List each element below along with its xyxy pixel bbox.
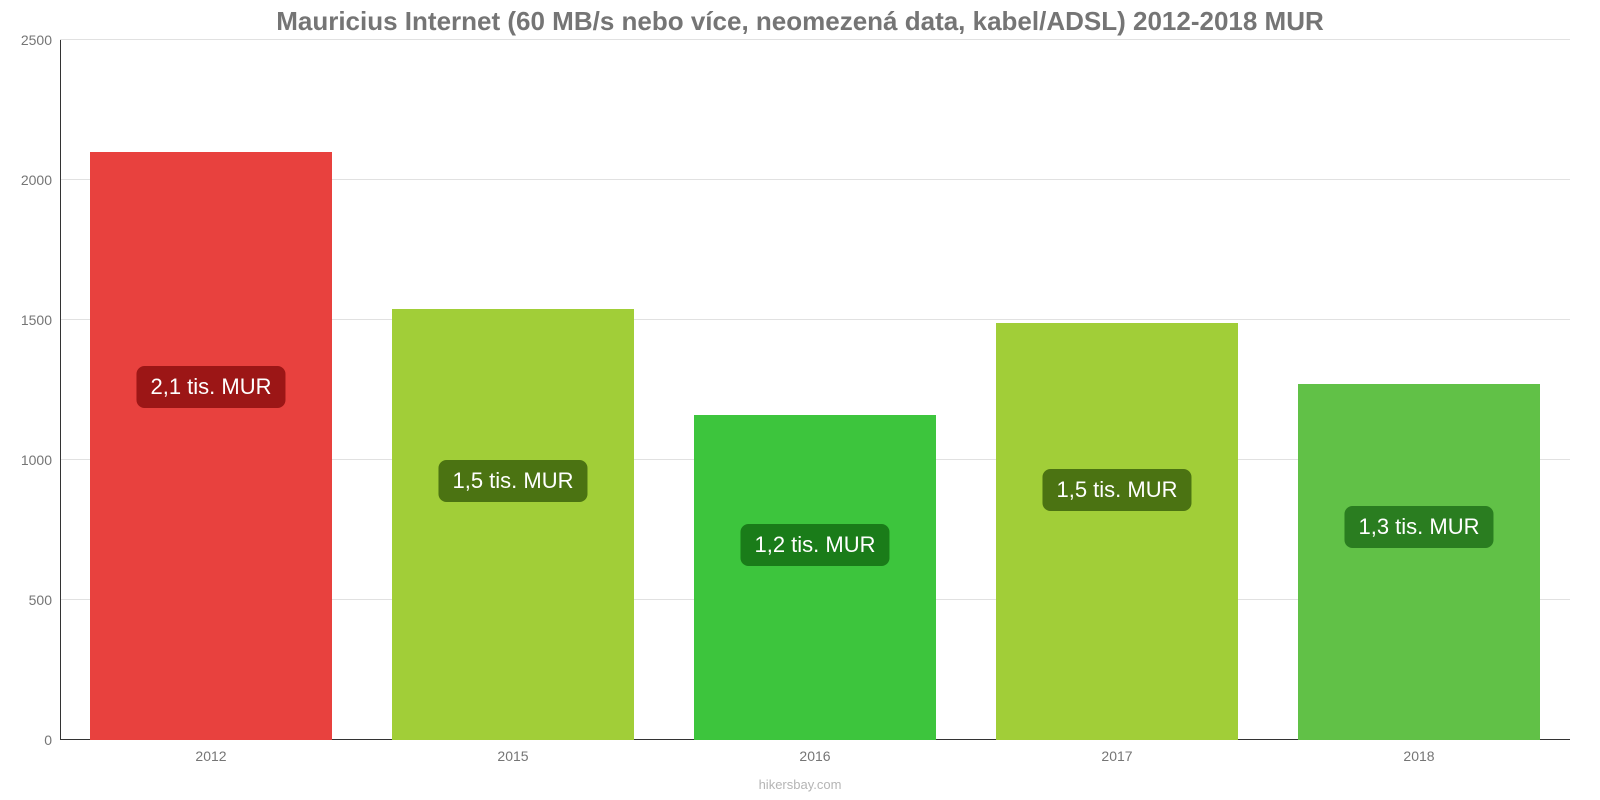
plot-area: 05001000150020002500 2012201520162017201… bbox=[60, 40, 1570, 740]
x-tick-label: 2017 bbox=[1101, 748, 1132, 764]
chart-title: Mauricius Internet (60 MB/s nebo více, n… bbox=[0, 6, 1600, 37]
data-label: 2,1 tis. MUR bbox=[136, 366, 285, 408]
bar bbox=[1298, 384, 1540, 740]
bar bbox=[392, 309, 634, 740]
y-tick-label: 2000 bbox=[21, 172, 52, 188]
data-label: 1,5 tis. MUR bbox=[1042, 469, 1191, 511]
bar bbox=[90, 152, 332, 740]
y-tick-label: 1500 bbox=[21, 312, 52, 328]
x-tick-label: 2018 bbox=[1403, 748, 1434, 764]
y-tick-label: 1000 bbox=[21, 452, 52, 468]
data-label: 1,3 tis. MUR bbox=[1344, 506, 1493, 548]
x-tick-label: 2016 bbox=[799, 748, 830, 764]
bar bbox=[996, 323, 1238, 740]
y-tick-label: 2500 bbox=[21, 32, 52, 48]
y-tick-label: 500 bbox=[29, 592, 52, 608]
source-label: hikersbay.com bbox=[0, 777, 1600, 792]
chart-container: Mauricius Internet (60 MB/s nebo více, n… bbox=[0, 0, 1600, 800]
data-label: 1,5 tis. MUR bbox=[438, 460, 587, 502]
x-tick-label: 2015 bbox=[497, 748, 528, 764]
bars-layer: 2,1 tis. MUR 1,5 tis. MUR 1,2 tis. MUR 1,5 … bbox=[60, 40, 1570, 740]
data-label: 1,2 tis. MUR bbox=[740, 524, 889, 566]
bar bbox=[694, 415, 936, 740]
plot-inner: 05001000150020002500 2012201520162017201… bbox=[60, 40, 1570, 740]
x-tick-label: 2012 bbox=[195, 748, 226, 764]
y-tick-label: 0 bbox=[44, 732, 52, 748]
